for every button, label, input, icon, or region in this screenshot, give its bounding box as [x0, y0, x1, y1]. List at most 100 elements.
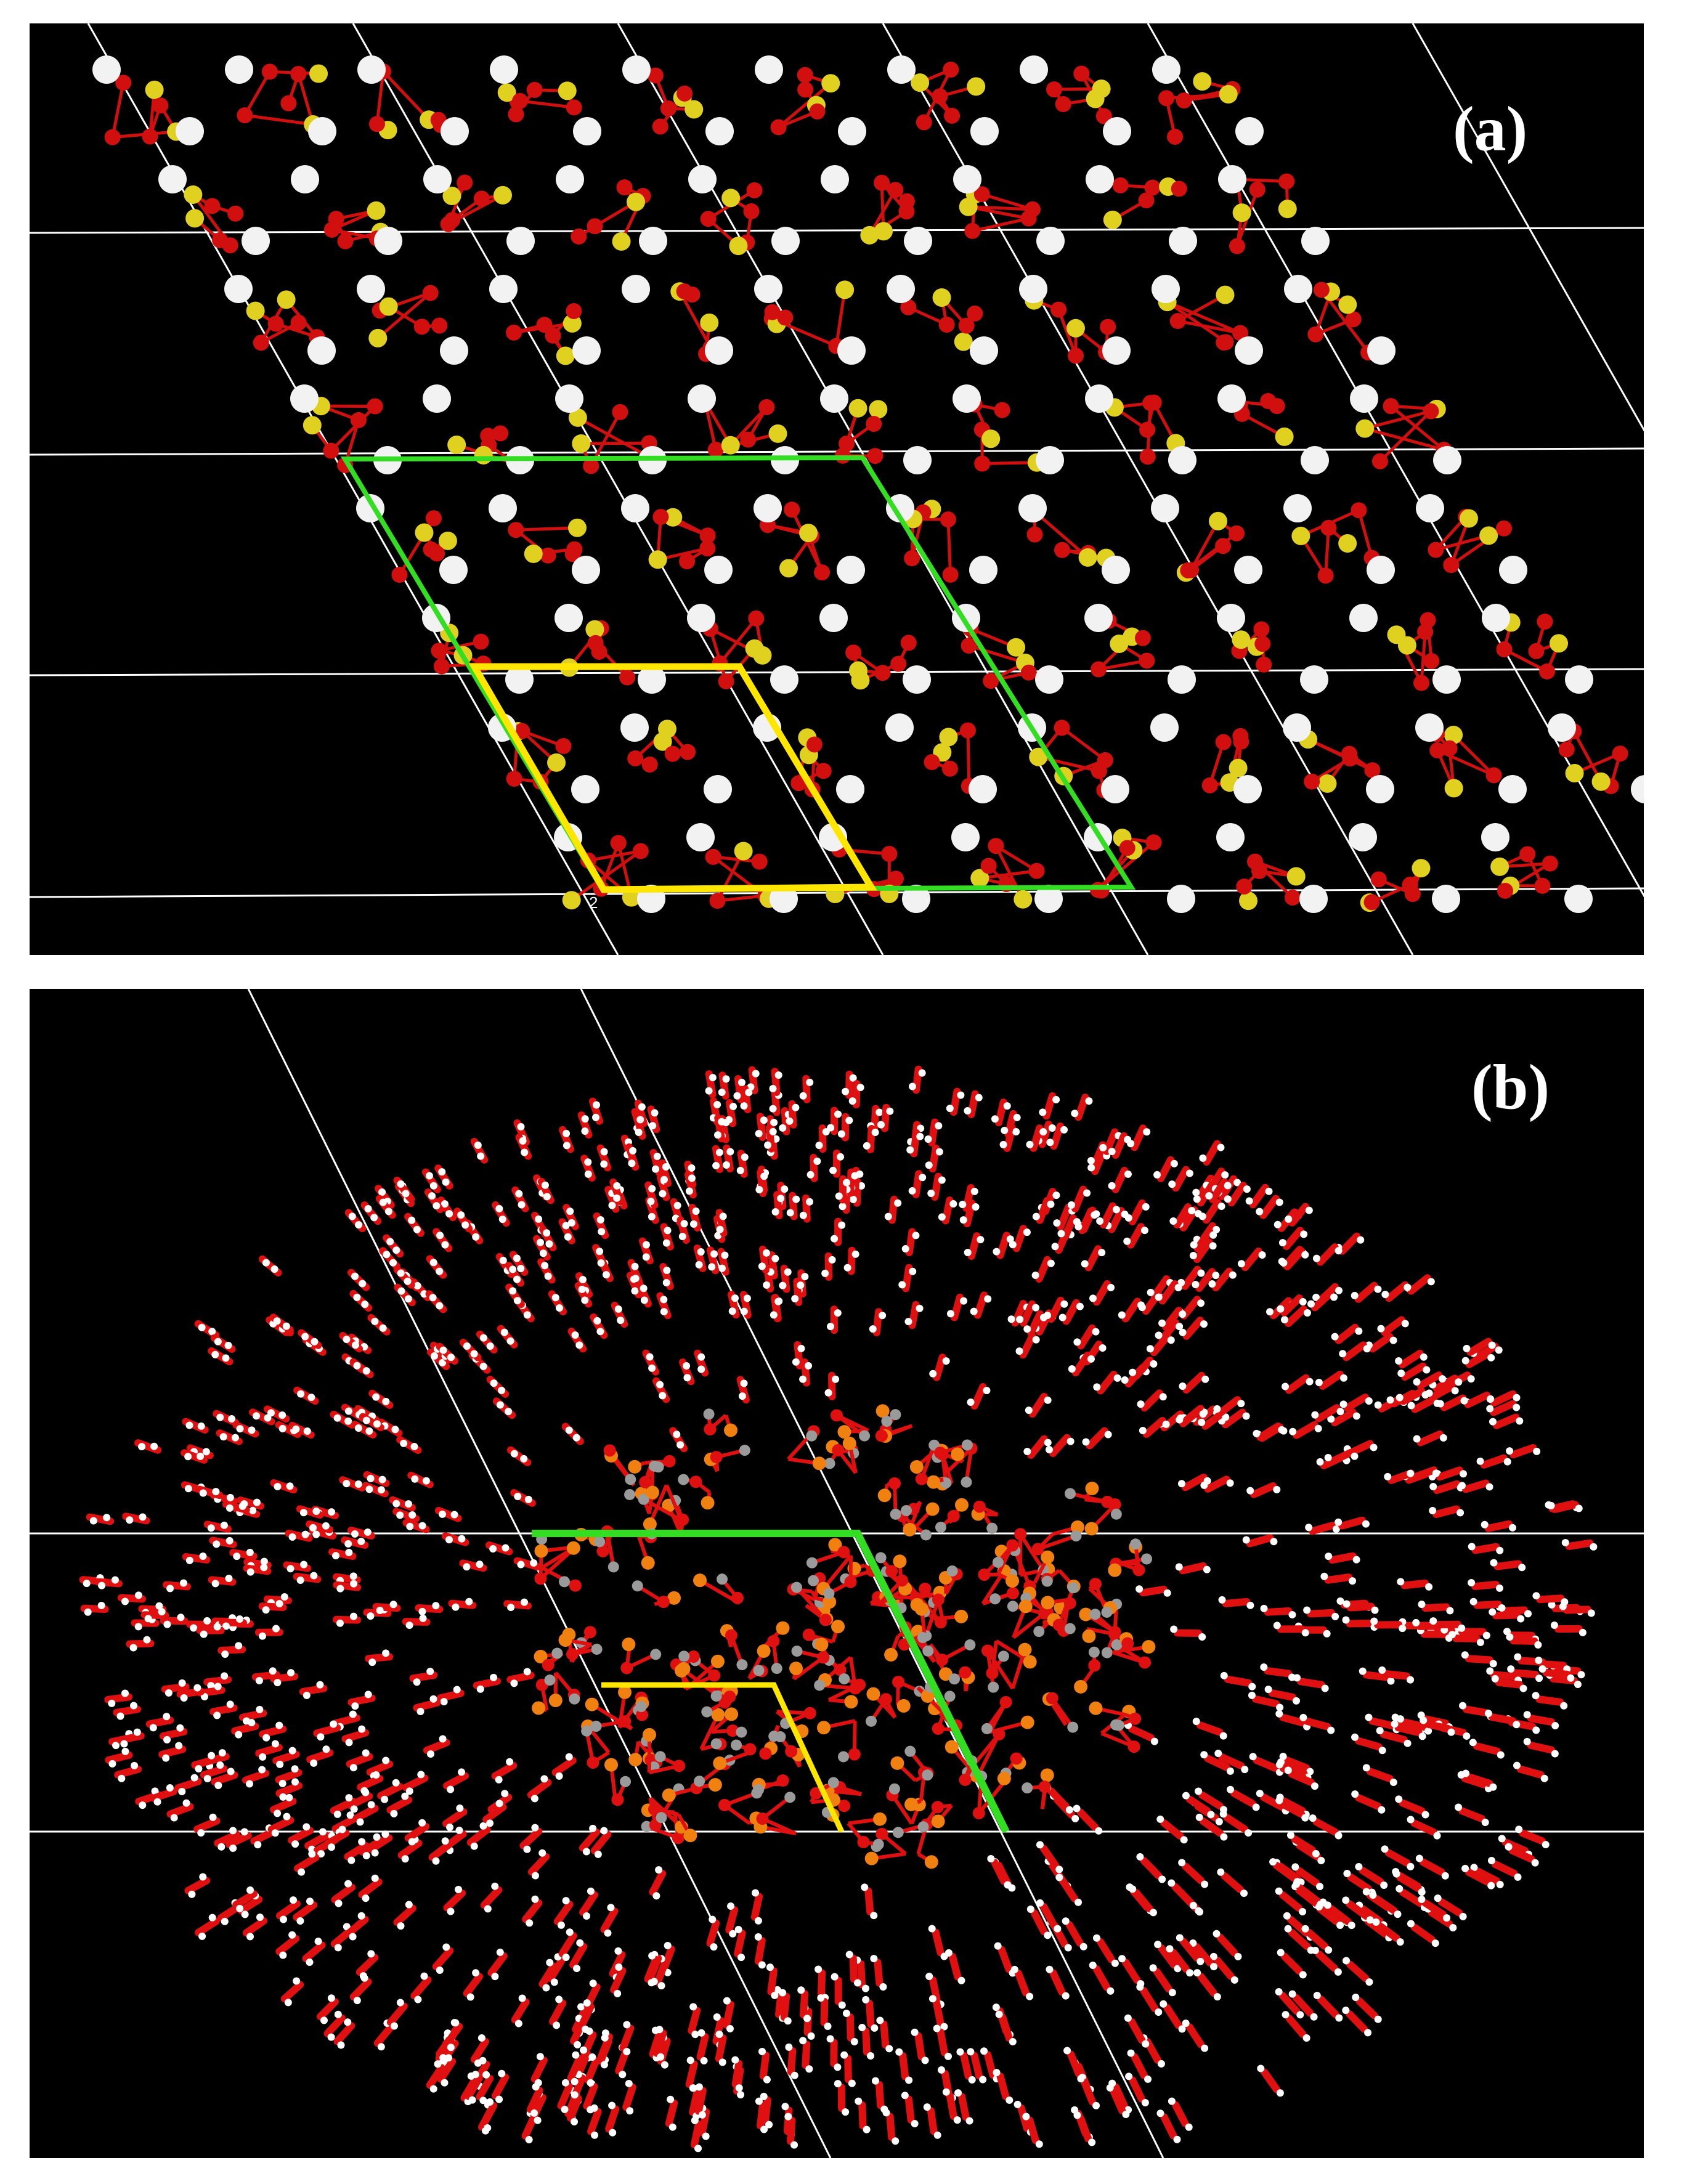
oxygen-atom — [900, 299, 917, 315]
hydrogen-atom — [1335, 1518, 1343, 1526]
oxygen-atom — [932, 1722, 945, 1735]
hydrogen-atom — [1425, 1389, 1433, 1397]
oxygen-chain — [849, 1954, 858, 1983]
hydrogen-atom — [484, 1905, 492, 1913]
bond — [665, 1484, 683, 1521]
hydrogen-atom — [1578, 1628, 1587, 1636]
hydrogen-atom — [1275, 1761, 1283, 1769]
hydrogen-atom — [229, 1827, 237, 1835]
hydrogen-atom — [770, 1118, 778, 1126]
oxygen-chain — [946, 2092, 957, 2121]
hydrogen-atom — [1325, 1946, 1333, 1954]
sulfur-atom — [497, 83, 516, 102]
oxygen-chain — [1346, 1960, 1370, 1983]
hydrogen-atom — [428, 1192, 436, 1200]
hydrogen-atom — [1219, 1810, 1227, 1818]
hydrogen-atom — [166, 1784, 174, 1792]
hydrogen-atom — [1370, 1617, 1378, 1625]
hydrogen-atom — [1068, 1365, 1076, 1373]
oxygen-chain — [270, 1797, 297, 1814]
hydrogen-atom — [1446, 1607, 1454, 1615]
hydrogen-atom — [351, 1530, 359, 1538]
hydrogen-atom — [680, 1220, 688, 1228]
large-atom — [1498, 775, 1527, 803]
oxygen-chain — [1121, 1297, 1141, 1323]
hydrogen-atom — [293, 1977, 301, 1985]
hydrogen-atom — [1075, 1898, 1083, 1906]
hydrogen-atom — [777, 1195, 785, 1203]
hydrogen-atom — [1222, 1413, 1230, 1421]
hydrogen-atom — [1468, 1543, 1476, 1551]
hydrogen-atom — [1498, 1604, 1506, 1612]
oxygen-chain — [1182, 1862, 1205, 1885]
large-atom — [1367, 556, 1395, 584]
hydrogen-atom — [426, 1750, 434, 1758]
hydrogen-atom — [572, 1434, 580, 1442]
oxygen-chain — [243, 1917, 267, 1937]
oxygen-chain — [932, 1999, 945, 2027]
hydrogen-atom — [351, 1702, 359, 1710]
large-atom — [490, 55, 518, 84]
oxygen-chain — [1144, 2038, 1161, 2064]
bond — [979, 869, 1037, 880]
hydrogen-atom — [1396, 1715, 1404, 1723]
oxygen-chain — [1416, 1371, 1443, 1389]
grey-atom — [656, 1812, 667, 1824]
hydrogen-atom — [227, 1768, 235, 1776]
oxygen-chain — [1076, 1808, 1099, 1831]
large-atom — [1367, 336, 1396, 365]
hydrogen-atom — [745, 1089, 753, 1097]
oxygen-atom — [429, 545, 445, 562]
hydrogen-atom — [1495, 1584, 1503, 1592]
hydrogen-atom — [479, 1822, 487, 1830]
hydrogen-atom — [1336, 1921, 1344, 1929]
hydrogen-atom — [911, 2120, 919, 2128]
oxygen-chain — [1410, 1466, 1438, 1481]
hydrogen-atom — [555, 1772, 563, 1780]
hydrogen-atom — [596, 1328, 604, 1336]
hydrogen-atom — [1496, 1880, 1504, 1888]
large-atom — [1366, 775, 1394, 803]
hydrogen-atom — [502, 1544, 510, 1552]
hydrogen-atom — [120, 1740, 128, 1748]
oxygen-chain — [787, 2047, 797, 2076]
hydrogen-atom — [596, 1248, 604, 1256]
hydrogen-atom — [790, 2141, 798, 2149]
hydrogen-atom — [1276, 2089, 1284, 2097]
oxygen-atom — [874, 665, 891, 681]
hydrogen-atom — [1365, 1713, 1373, 1721]
hydrogen-atom — [582, 2025, 590, 2033]
hydrogen-atom — [1168, 1879, 1176, 1887]
grey-atom — [731, 1739, 742, 1751]
hydrogen-atom — [954, 2089, 962, 2097]
oxygen-atom — [819, 1614, 832, 1626]
sulfur-atom — [1444, 725, 1463, 744]
hydrogen-atom — [367, 1801, 375, 1809]
bond — [966, 730, 971, 786]
hydrogen-atom — [445, 1210, 453, 1218]
grey-atom — [736, 1659, 748, 1671]
oxygen-chain — [1565, 1539, 1594, 1550]
hydrogen-atom — [1461, 1864, 1469, 1872]
hydrogen-atom — [828, 1256, 836, 1264]
hydrogen-atom — [392, 1500, 400, 1508]
hydrogen-atom — [909, 1267, 917, 1275]
hydrogen-atom — [771, 1208, 779, 1216]
oxygen-chain — [587, 2108, 602, 2135]
hydrogen-atom — [203, 1775, 211, 1783]
hydrogen-atom — [642, 1253, 650, 1261]
sulfur-atom — [1412, 859, 1431, 878]
oxygen-chain — [160, 1727, 188, 1740]
large-atom — [838, 117, 866, 145]
large-atom — [505, 665, 534, 694]
hydrogen-atom — [689, 2084, 697, 2092]
hydrogen-atom — [721, 1251, 729, 1259]
oxygen-chain — [1355, 1794, 1382, 1810]
hydrogen-atom — [1381, 1845, 1389, 1853]
oxygen-chain — [1111, 1166, 1128, 1193]
hydrogen-atom — [1246, 1601, 1254, 1609]
grey-atom — [607, 1561, 619, 1573]
oxygen-chain — [958, 2093, 970, 2121]
oxygen-atom — [1144, 179, 1161, 196]
hydrogen-atom — [564, 1233, 572, 1241]
